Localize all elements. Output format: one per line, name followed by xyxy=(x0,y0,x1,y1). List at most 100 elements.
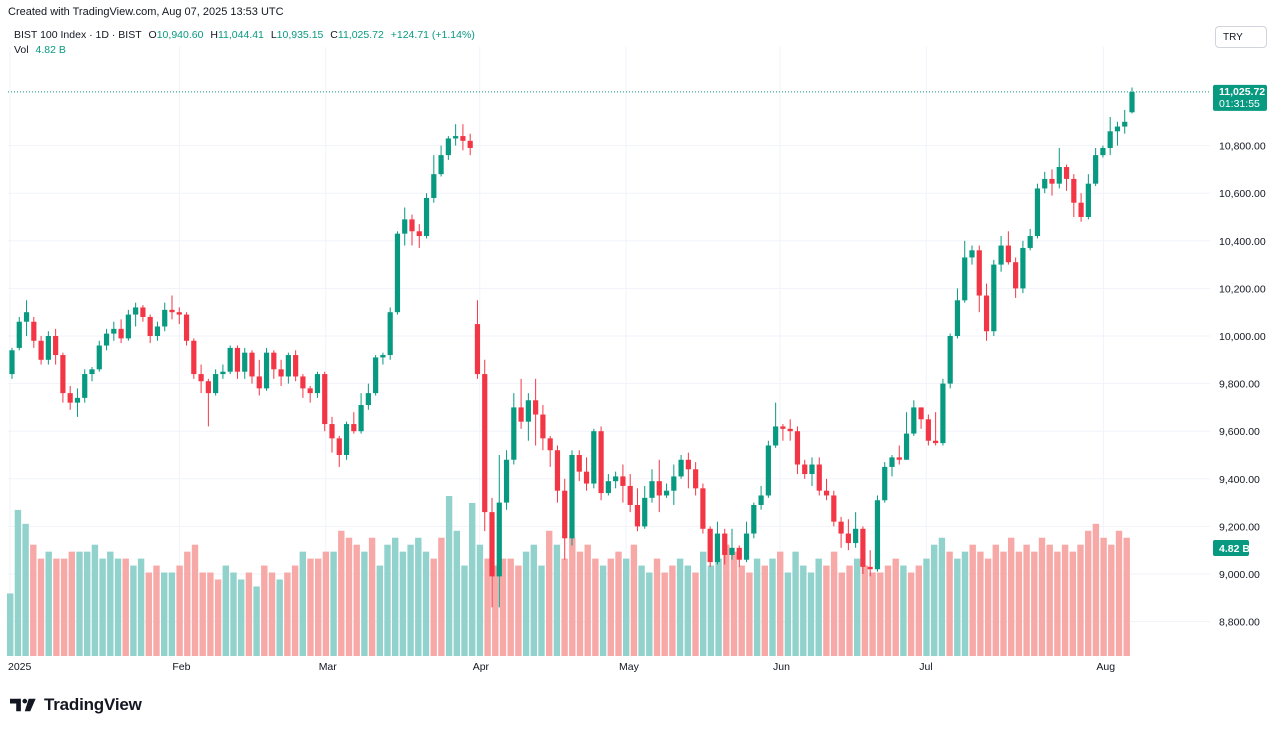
candle-body xyxy=(511,407,517,460)
candle-body xyxy=(569,455,575,539)
volume-bar xyxy=(961,551,969,656)
x-tick-label: May xyxy=(619,661,640,673)
high-label: H xyxy=(210,29,218,41)
volume-bar xyxy=(846,565,853,656)
time-axis[interactable]: 2025 Feb Mar Apr May Jun Jul Aug xyxy=(8,661,1115,673)
volume-bar xyxy=(746,572,753,656)
candle-body xyxy=(634,504,641,527)
last-price-tag: 11,025.72 01:31:55 xyxy=(1213,84,1267,111)
candle-body xyxy=(271,352,277,370)
volume-bar xyxy=(430,558,437,656)
candle-body xyxy=(838,521,844,534)
candle-body xyxy=(962,257,968,301)
candle-body xyxy=(896,457,902,460)
candle-body xyxy=(933,440,939,444)
candle-body xyxy=(998,245,1004,265)
candle-body xyxy=(751,504,757,534)
candle-body xyxy=(154,326,161,336)
candle-body xyxy=(889,457,895,467)
volume-bar xyxy=(276,579,283,656)
candle-body xyxy=(1042,178,1048,189)
candle-body xyxy=(1100,147,1106,156)
volume-bar xyxy=(938,537,946,656)
volume-bar xyxy=(37,558,45,656)
volume-bar xyxy=(1054,551,1061,656)
candle-body xyxy=(74,397,81,403)
candle-body xyxy=(45,336,51,360)
volume-bar xyxy=(1023,544,1030,656)
candle-body xyxy=(693,469,699,489)
y-tick-label: 9,200.00 xyxy=(1219,521,1260,533)
volume-bar xyxy=(700,551,707,656)
candle-body xyxy=(1122,121,1128,127)
volume-bar xyxy=(253,586,260,656)
volume-bar xyxy=(692,572,699,656)
volume-bar xyxy=(707,565,715,656)
candle-body xyxy=(794,431,801,465)
tradingview-logo-icon xyxy=(10,698,36,712)
y-tick-label: 10,000.00 xyxy=(1219,331,1266,343)
x-tick-label: Apr xyxy=(473,661,490,673)
x-tick-label: Jun xyxy=(773,661,790,673)
candle-body xyxy=(903,433,910,460)
candle-body xyxy=(1063,167,1070,179)
candle-body xyxy=(533,400,539,415)
candle-body xyxy=(765,445,771,496)
volume-bar xyxy=(60,558,68,656)
volume-bar xyxy=(392,537,399,656)
volume-bar xyxy=(715,558,722,656)
candle-body xyxy=(205,381,211,394)
candle-body xyxy=(969,250,975,258)
volume-bar xyxy=(469,502,476,656)
volume-tag-value: 4.82 B xyxy=(1219,543,1250,555)
candle-body xyxy=(947,336,953,384)
volume-bar xyxy=(730,551,738,656)
close-value: 11,025.72 xyxy=(337,29,384,41)
high-value: 11,044.41 xyxy=(217,29,264,41)
ohlc-row: BIST 100 Index · 1D · BIST O10,940.60 H1… xyxy=(14,28,475,43)
candle-body xyxy=(911,407,917,434)
price-axis[interactable]: 8,800.00 9,000.00 9,200.00 9,400.00 9,600.00… xyxy=(1219,141,1266,629)
volume-bar xyxy=(499,558,507,656)
volume-bar xyxy=(99,558,106,656)
candle-body xyxy=(300,376,306,389)
volume-bar xyxy=(1100,537,1107,656)
candle-body xyxy=(474,324,481,375)
volume-bar xyxy=(407,544,414,656)
volume-bar xyxy=(261,565,268,656)
candle-body xyxy=(162,309,168,327)
currency-button[interactable]: TRY xyxy=(1215,26,1267,48)
volume-bar xyxy=(222,565,229,656)
volume-bar xyxy=(315,558,322,656)
candle-body xyxy=(620,476,626,486)
volume-bar xyxy=(484,558,491,656)
volume-bar xyxy=(923,558,930,656)
candle-body xyxy=(53,336,59,356)
low-value: 10,935.15 xyxy=(276,29,324,41)
volume-tag-bg xyxy=(1213,540,1249,556)
candle-body xyxy=(343,424,350,455)
volume-bar xyxy=(199,572,206,656)
volume-bar xyxy=(599,565,607,656)
volume-bar xyxy=(107,551,114,656)
candle-body xyxy=(983,295,990,332)
volume-bar xyxy=(284,572,291,656)
candle-body xyxy=(183,314,190,341)
y-tick-label: 9,400.00 xyxy=(1219,474,1260,486)
candle-body xyxy=(242,352,248,372)
volume-bar xyxy=(638,565,645,656)
candle-body xyxy=(227,347,233,372)
volume-bar xyxy=(607,558,614,656)
candle-body xyxy=(31,321,37,341)
x-tick-label: 2025 xyxy=(8,661,32,673)
volume-bar xyxy=(507,558,514,656)
volume-bar xyxy=(784,572,792,656)
volume-bar xyxy=(661,572,668,656)
volume-bar xyxy=(884,565,892,656)
volume-bar xyxy=(45,551,52,656)
candle-body xyxy=(23,312,30,322)
candle-body xyxy=(365,393,371,406)
volume-bar xyxy=(1077,544,1084,656)
candle-body xyxy=(293,355,299,377)
